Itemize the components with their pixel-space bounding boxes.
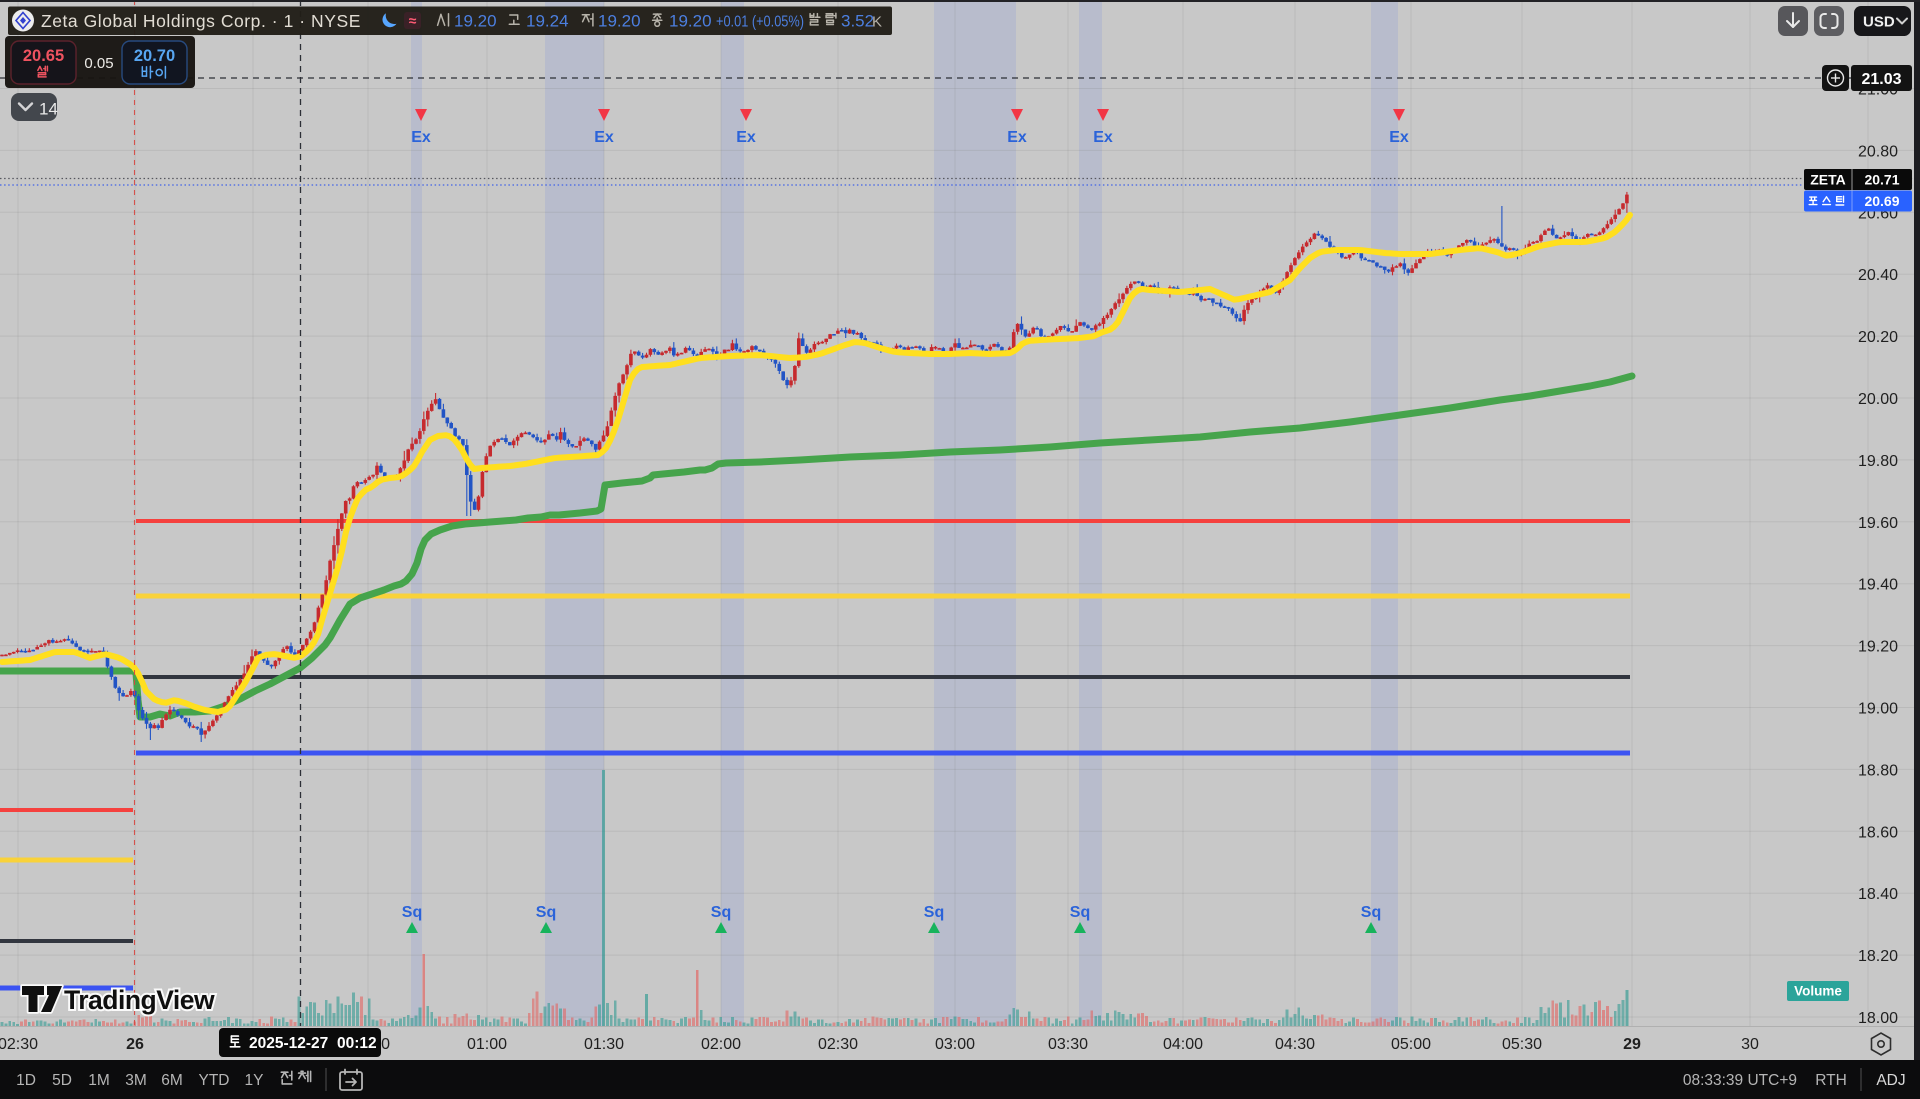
svg-text:01:00: 01:00: [467, 1036, 507, 1053]
svg-text:18.40: 18.40: [1858, 886, 1898, 903]
svg-text:3M: 3M: [125, 1072, 147, 1089]
svg-text:1M: 1M: [88, 1072, 110, 1089]
svg-text:18.80: 18.80: [1858, 762, 1898, 779]
svg-text:5D: 5D: [52, 1072, 72, 1089]
svg-text:USD: USD: [1863, 14, 1895, 31]
svg-text:20.80: 20.80: [1858, 143, 1898, 160]
svg-text:Sq: Sq: [402, 904, 422, 921]
svg-text:6M: 6M: [161, 1072, 183, 1089]
svg-text:26: 26: [126, 1036, 144, 1053]
svg-text:19.20: 19.20: [1858, 639, 1898, 656]
svg-text:20.20: 20.20: [1858, 329, 1898, 346]
svg-text:18.20: 18.20: [1858, 948, 1898, 965]
svg-text:2025-12-27: 2025-12-27: [249, 1035, 328, 1052]
svg-text:18.00: 18.00: [1858, 1010, 1898, 1027]
svg-text:0.05: 0.05: [84, 55, 113, 72]
svg-text:Sq: Sq: [711, 904, 731, 921]
svg-text:20.70: 20.70: [134, 47, 175, 65]
svg-text:Sq: Sq: [1361, 904, 1381, 921]
svg-text:Ex: Ex: [1389, 129, 1409, 146]
svg-text:03:00: 03:00: [935, 1036, 975, 1053]
svg-text:21.03: 21.03: [1861, 71, 1901, 88]
svg-text:19.20: 19.20: [454, 12, 497, 31]
svg-text:K: K: [872, 14, 882, 31]
svg-text:Ex: Ex: [1093, 129, 1113, 146]
svg-text:05:30: 05:30: [1502, 1036, 1542, 1053]
svg-text:20.00: 20.00: [1858, 391, 1898, 408]
svg-text:20.71: 20.71: [1864, 172, 1899, 188]
svg-text:02:00: 02:00: [701, 1036, 741, 1053]
svg-text:18.60: 18.60: [1858, 824, 1898, 841]
svg-text:19.20: 19.20: [598, 12, 641, 31]
svg-text:20.69: 20.69: [1864, 193, 1899, 209]
svg-text:19.20: 19.20: [669, 12, 712, 31]
svg-text:1D: 1D: [16, 1072, 36, 1089]
svg-text:Sq: Sq: [1070, 904, 1090, 921]
svg-text:Zeta Global Holdings Corp. · 1: Zeta Global Holdings Corp. · 1 · NYSE: [41, 11, 361, 31]
svg-text:05:00: 05:00: [1391, 1036, 1431, 1053]
svg-text:04:30: 04:30: [1275, 1036, 1315, 1053]
svg-text:00:12: 00:12: [337, 1035, 377, 1052]
svg-text:14: 14: [39, 100, 58, 119]
svg-text:19.00: 19.00: [1858, 701, 1898, 718]
svg-text:19.40: 19.40: [1858, 577, 1898, 594]
svg-text:Ex: Ex: [411, 129, 431, 146]
svg-text:ZETA: ZETA: [1810, 172, 1846, 188]
svg-text:+0.01 (+0.05%): +0.01 (+0.05%): [716, 14, 804, 31]
svg-text:29: 29: [1623, 1036, 1641, 1053]
svg-text:ADJ: ADJ: [1876, 1072, 1905, 1089]
svg-text:RTH: RTH: [1815, 1072, 1847, 1089]
svg-text:02:30: 02:30: [0, 1036, 38, 1053]
svg-text:Ex: Ex: [1007, 129, 1027, 146]
svg-text:19.80: 19.80: [1858, 453, 1898, 470]
svg-text:TradingView: TradingView: [64, 985, 215, 1015]
svg-text:1Y: 1Y: [245, 1072, 264, 1089]
svg-text:≈: ≈: [409, 13, 417, 29]
svg-text:08:33:39 UTC+9: 08:33:39 UTC+9: [1683, 1072, 1797, 1089]
svg-text:19.60: 19.60: [1858, 515, 1898, 532]
svg-text:02:30: 02:30: [818, 1036, 858, 1053]
svg-text:YTD: YTD: [199, 1072, 230, 1089]
svg-text:3.52: 3.52: [841, 12, 874, 31]
svg-text:Ex: Ex: [594, 129, 614, 146]
svg-text:Sq: Sq: [536, 904, 556, 921]
svg-text:30: 30: [1741, 1036, 1759, 1053]
svg-text:03:30: 03:30: [1048, 1036, 1088, 1053]
svg-text:20.40: 20.40: [1858, 267, 1898, 284]
svg-text:Ex: Ex: [736, 129, 756, 146]
svg-text:Sq: Sq: [924, 904, 944, 921]
svg-text:20.65: 20.65: [23, 47, 64, 65]
svg-text:04:00: 04:00: [1163, 1036, 1203, 1053]
svg-text:01:30: 01:30: [584, 1036, 624, 1053]
svg-text:Volume: Volume: [1794, 984, 1842, 999]
svg-text:19.24: 19.24: [526, 12, 569, 31]
